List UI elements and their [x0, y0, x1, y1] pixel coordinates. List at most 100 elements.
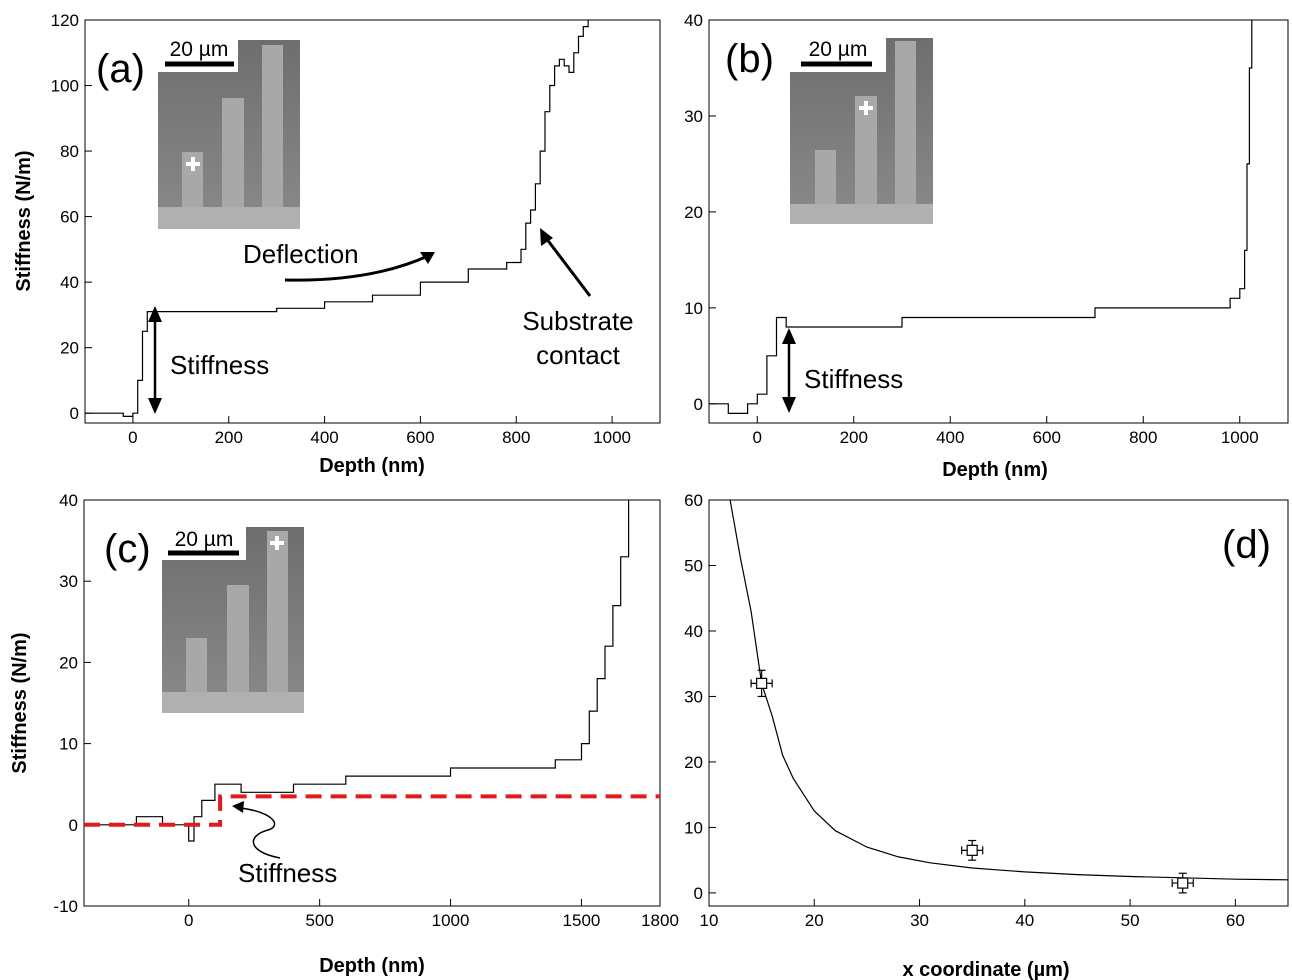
y-tick-label: 20 — [59, 653, 78, 672]
y-tick-label: 60 — [684, 491, 703, 510]
panel-letter: (c) — [104, 527, 151, 571]
y-tick-label: 40 — [684, 11, 703, 30]
y-tick-label: 120 — [51, 11, 79, 30]
x-axis-label: Depth (nm) — [319, 455, 425, 477]
y-tick-label: 30 — [684, 687, 703, 706]
x-tick-label: 0 — [184, 911, 193, 930]
x-tick-label: 200 — [215, 428, 243, 447]
deflection-arrow — [284, 254, 429, 282]
x-axis-label: Depth (nm) — [942, 459, 1048, 481]
plot-frame — [708, 499, 1289, 907]
stiffness-trace — [709, 20, 1253, 414]
data-point — [1177, 877, 1189, 889]
x-axis-label: Depth (nm) — [319, 955, 425, 977]
x-tick-label: 600 — [1033, 428, 1061, 447]
y-tick-label: 20 — [684, 753, 703, 772]
y-axis-label: Stiffness (N/m) — [13, 150, 35, 291]
x-tick-label: 800 — [1129, 428, 1157, 447]
x-tick-label: 1000 — [1221, 428, 1259, 447]
y-tick-label: 30 — [684, 107, 703, 126]
annotation-stiffness: Stiffness — [804, 364, 903, 394]
y-tick-label: 30 — [59, 572, 78, 591]
sem-inset: 20 µm — [790, 38, 933, 224]
x-tick-label: 1000 — [432, 911, 470, 930]
y-tick-label: 50 — [684, 556, 703, 575]
y-tick-label: 60 — [60, 208, 79, 227]
annotation-contact: contact — [536, 340, 621, 370]
stiffness-arrow-top — [782, 328, 796, 344]
y-ticks: 0 10 20 30 40 50 60 — [684, 491, 716, 903]
plot-frame — [84, 19, 661, 424]
scale-bar-label: 20 µm — [175, 528, 234, 551]
y-tick-label: 0 — [69, 816, 78, 835]
scale-bar-label: 20 µm — [170, 38, 229, 61]
stiffness-callout-head — [232, 801, 244, 813]
stiffness-callout-curve — [239, 807, 281, 859]
sem-inset: 20 µm — [158, 38, 300, 229]
stiffness-trace — [84, 500, 630, 842]
x-ticks: 10 20 30 40 50 60 — [700, 899, 1245, 930]
x-tick-label: 1800 — [641, 911, 679, 930]
y-tick-label: 10 — [59, 735, 78, 754]
stiffness-arrow-bottom — [148, 398, 162, 414]
x-tick-label: 200 — [840, 428, 868, 447]
x-ticks: 0 200 400 600 800 1000 — [128, 416, 631, 447]
panel-b: 0 200 400 600 800 1000 0 10 20 30 40 Depth (nm) (… — [684, 11, 1289, 481]
y-tick-label: 40 — [684, 622, 703, 641]
sem-inset: 20 µm — [162, 527, 304, 713]
scale-bar-label: 20 µm — [809, 38, 868, 61]
annotation-substrate: Substrate — [522, 306, 633, 336]
x-tick-label: 0 — [753, 428, 762, 447]
panel-letter: (a) — [96, 47, 145, 91]
x-tick-label: 30 — [910, 911, 929, 930]
panel-letter: (b) — [725, 37, 774, 81]
x-tick-label: 1500 — [563, 911, 601, 930]
indent-marker-icon — [186, 157, 200, 171]
x-tick-label: 400 — [310, 428, 338, 447]
deflection-arrow-head — [420, 252, 435, 264]
stiffness-arrow-top — [148, 306, 162, 322]
x-tick-label: 400 — [936, 428, 964, 447]
indent-marker-icon — [270, 536, 284, 550]
y-tick-label: 10 — [684, 818, 703, 837]
y-ticks: 0 20 40 60 80 100 120 — [51, 11, 92, 423]
x-tick-label: 20 — [805, 911, 824, 930]
x-tick-label: 40 — [1015, 911, 1034, 930]
panel-letter: (d) — [1222, 523, 1271, 567]
data-points — [750, 669, 1194, 894]
panel-a: 0 200 400 600 800 1000 0 20 40 60 80 100 120 Depth … — [13, 11, 661, 477]
y-tick-label: 40 — [60, 273, 79, 292]
data-point — [756, 677, 768, 689]
stiffness-arrow-bottom — [782, 397, 796, 413]
fit-curve — [729, 499, 1289, 881]
substrate-arrow-head — [540, 228, 553, 246]
y-tick-label: 0 — [694, 884, 703, 903]
y-tick-label: 40 — [59, 491, 78, 510]
plot-frame — [83, 499, 661, 907]
data-point — [966, 844, 978, 856]
annotation-stiffness: Stiffness — [238, 858, 337, 888]
annotation-stiffness: Stiffness — [170, 350, 269, 380]
y-tick-label: -10 — [53, 897, 78, 916]
x-tick-label: 800 — [502, 428, 530, 447]
stiffness-trace — [85, 20, 589, 417]
annotation-deflection: Deflection — [243, 239, 359, 269]
y-tick-label: 20 — [684, 203, 703, 222]
y-tick-label: 80 — [60, 142, 79, 161]
x-tick-label: 500 — [305, 911, 333, 930]
x-tick-label: 50 — [1121, 911, 1140, 930]
x-ticks: 0 200 400 600 800 1000 — [753, 416, 1259, 447]
x-ticks: 0 500 1000 1500 1800 — [184, 899, 679, 930]
y-axis-label: Stiffness (N/m) — [9, 632, 31, 773]
x-axis-label: x coordinate (µm) — [902, 959, 1069, 980]
substrate-arrow — [544, 237, 592, 297]
y-tick-label: 0 — [70, 404, 79, 423]
y-ticks: 0 10 20 30 40 — [684, 11, 716, 414]
stiffness-step-guide — [84, 794, 660, 827]
y-tick-label: 0 — [694, 395, 703, 414]
y-tick-label: 20 — [60, 339, 79, 358]
x-tick-label: 10 — [700, 911, 719, 930]
x-tick-label: 600 — [406, 428, 434, 447]
x-tick-label: 1000 — [593, 428, 631, 447]
